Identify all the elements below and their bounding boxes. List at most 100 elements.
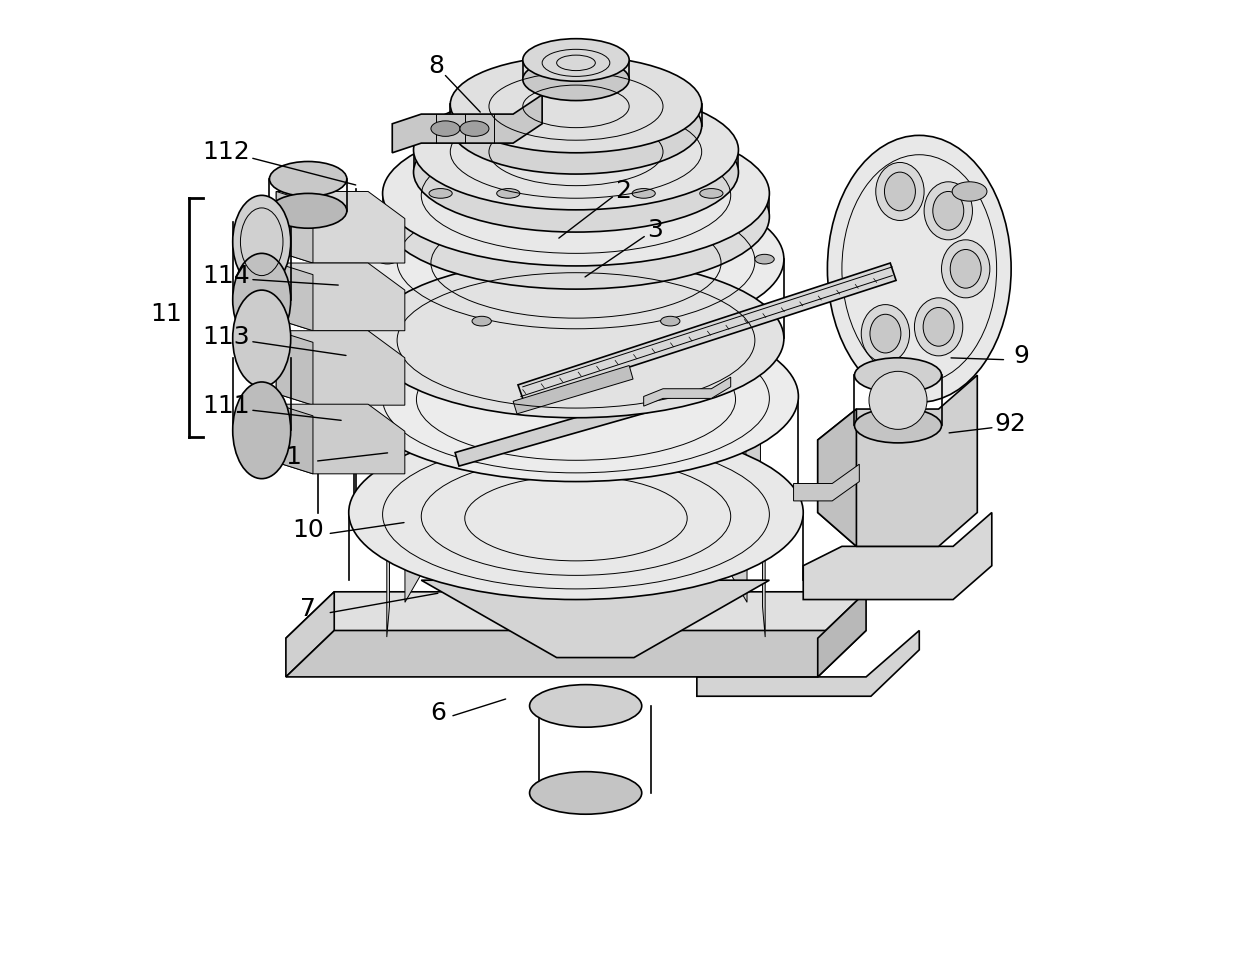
Ellipse shape bbox=[269, 193, 347, 228]
Polygon shape bbox=[818, 592, 866, 677]
Ellipse shape bbox=[460, 121, 489, 136]
Ellipse shape bbox=[870, 314, 901, 353]
Ellipse shape bbox=[383, 121, 769, 266]
Ellipse shape bbox=[950, 249, 981, 288]
Text: 3: 3 bbox=[647, 219, 663, 242]
Ellipse shape bbox=[450, 56, 701, 153]
Polygon shape bbox=[276, 331, 313, 405]
Ellipse shape bbox=[429, 189, 452, 198]
Text: 111: 111 bbox=[202, 395, 250, 418]
Text: 112: 112 bbox=[202, 140, 250, 163]
Polygon shape bbox=[818, 409, 856, 546]
Ellipse shape bbox=[523, 39, 629, 81]
Ellipse shape bbox=[885, 172, 916, 211]
Text: 1: 1 bbox=[286, 446, 301, 469]
Ellipse shape bbox=[876, 162, 924, 220]
Ellipse shape bbox=[861, 305, 909, 363]
Ellipse shape bbox=[414, 112, 738, 232]
Polygon shape bbox=[405, 464, 420, 602]
Polygon shape bbox=[522, 436, 551, 554]
Ellipse shape bbox=[869, 371, 927, 429]
Ellipse shape bbox=[660, 192, 680, 202]
Text: 2: 2 bbox=[616, 180, 632, 203]
Polygon shape bbox=[694, 362, 725, 508]
Ellipse shape bbox=[855, 358, 942, 393]
Polygon shape bbox=[286, 592, 866, 638]
Ellipse shape bbox=[233, 382, 291, 479]
Text: 92: 92 bbox=[994, 412, 1026, 435]
Polygon shape bbox=[518, 263, 896, 401]
Polygon shape bbox=[286, 592, 335, 677]
Ellipse shape bbox=[450, 77, 701, 174]
Ellipse shape bbox=[942, 240, 990, 298]
Ellipse shape bbox=[378, 254, 396, 264]
Polygon shape bbox=[421, 580, 769, 658]
Text: 10: 10 bbox=[292, 518, 325, 542]
Text: 11: 11 bbox=[150, 303, 182, 326]
Ellipse shape bbox=[497, 189, 520, 198]
Ellipse shape bbox=[952, 182, 987, 201]
Polygon shape bbox=[696, 630, 919, 696]
Polygon shape bbox=[276, 191, 313, 263]
Ellipse shape bbox=[529, 772, 642, 814]
Polygon shape bbox=[762, 495, 766, 637]
Polygon shape bbox=[746, 382, 761, 538]
Polygon shape bbox=[731, 464, 747, 602]
Polygon shape bbox=[644, 377, 731, 406]
Text: 7: 7 bbox=[300, 598, 316, 621]
Text: 113: 113 bbox=[202, 325, 250, 348]
Polygon shape bbox=[539, 354, 581, 474]
Polygon shape bbox=[513, 366, 633, 414]
Polygon shape bbox=[276, 263, 313, 331]
Polygon shape bbox=[276, 404, 405, 474]
Polygon shape bbox=[387, 495, 389, 637]
Ellipse shape bbox=[233, 253, 291, 346]
Ellipse shape bbox=[914, 298, 963, 356]
Ellipse shape bbox=[383, 144, 769, 289]
Ellipse shape bbox=[923, 308, 954, 346]
Ellipse shape bbox=[828, 135, 1011, 402]
Ellipse shape bbox=[933, 191, 964, 230]
Polygon shape bbox=[818, 375, 978, 546]
Ellipse shape bbox=[855, 408, 942, 443]
Polygon shape bbox=[276, 404, 313, 474]
Ellipse shape bbox=[431, 121, 460, 136]
Ellipse shape bbox=[414, 90, 738, 210]
Polygon shape bbox=[621, 353, 660, 484]
Ellipse shape bbox=[660, 316, 680, 326]
Ellipse shape bbox=[700, 189, 724, 198]
Ellipse shape bbox=[924, 182, 973, 240]
Polygon shape bbox=[793, 464, 860, 501]
Ellipse shape bbox=[368, 259, 784, 418]
Polygon shape bbox=[455, 396, 653, 466]
Ellipse shape bbox=[472, 192, 492, 202]
Polygon shape bbox=[463, 355, 501, 492]
Polygon shape bbox=[286, 630, 866, 677]
Ellipse shape bbox=[632, 189, 655, 198]
Text: 114: 114 bbox=[202, 264, 250, 287]
Polygon shape bbox=[276, 263, 405, 331]
Polygon shape bbox=[529, 572, 644, 592]
Polygon shape bbox=[276, 191, 405, 263]
Text: 8: 8 bbox=[427, 54, 444, 77]
Polygon shape bbox=[276, 331, 405, 405]
Polygon shape bbox=[409, 368, 434, 519]
Ellipse shape bbox=[233, 290, 291, 387]
Polygon shape bbox=[593, 436, 624, 553]
Ellipse shape bbox=[368, 180, 784, 338]
Polygon shape bbox=[387, 393, 394, 550]
Polygon shape bbox=[672, 444, 696, 572]
Ellipse shape bbox=[269, 161, 347, 196]
Ellipse shape bbox=[472, 316, 492, 326]
Ellipse shape bbox=[233, 195, 291, 288]
Polygon shape bbox=[803, 513, 991, 600]
Ellipse shape bbox=[755, 254, 774, 264]
Ellipse shape bbox=[353, 311, 798, 482]
Ellipse shape bbox=[529, 685, 642, 727]
Ellipse shape bbox=[348, 425, 803, 600]
Polygon shape bbox=[455, 444, 481, 572]
Polygon shape bbox=[393, 95, 543, 153]
Ellipse shape bbox=[523, 58, 629, 101]
Text: 9: 9 bbox=[1014, 344, 1030, 367]
Text: 6: 6 bbox=[431, 701, 447, 724]
